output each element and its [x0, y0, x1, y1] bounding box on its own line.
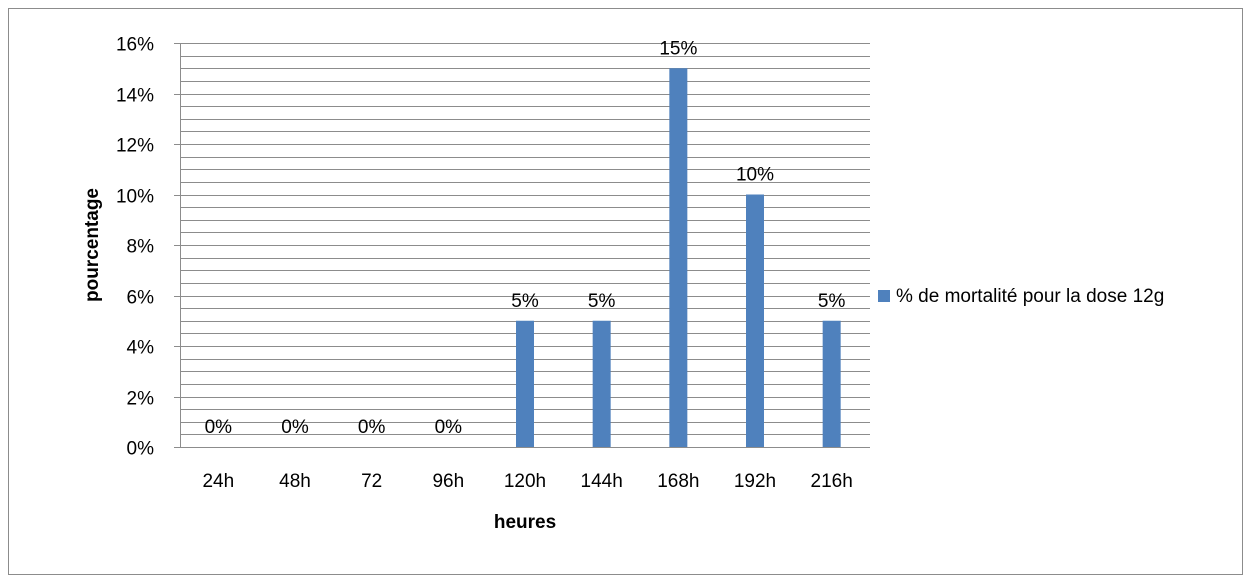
bar	[592, 320, 611, 447]
chart-border	[8, 8, 1243, 575]
data-label: 5%	[818, 291, 846, 312]
x-tick-label: 48h	[279, 471, 311, 492]
bars	[516, 68, 841, 447]
x-tick-label: 72	[361, 471, 382, 492]
x-tick-label: 168h	[657, 471, 699, 492]
data-label: 0%	[281, 417, 309, 438]
x-tick-label: 216h	[811, 471, 853, 492]
y-tick-label: 2%	[127, 389, 155, 410]
y-tick-label: 14%	[116, 86, 154, 107]
bar	[669, 68, 688, 447]
legend: % de mortalité pour la dose 12g	[878, 286, 1164, 307]
bar	[516, 320, 534, 447]
y-tick-label: 8%	[127, 237, 155, 258]
y-tick-label: 6%	[127, 288, 155, 309]
x-tick-labels: 24h 48h 72 96h 120h 144h 168h 192h 216h	[202, 471, 852, 492]
x-tick-label: 144h	[581, 471, 623, 492]
x-tick-label: 192h	[734, 471, 776, 492]
data-label: 0%	[358, 417, 386, 438]
data-label: 10%	[736, 165, 774, 186]
data-label: 0%	[205, 417, 233, 438]
y-tick-label: 10%	[116, 187, 154, 208]
x-axis-title: heures	[494, 512, 556, 533]
axes	[174, 43, 870, 448]
x-tick-label: 96h	[432, 471, 464, 492]
x-tick-label: 120h	[504, 471, 546, 492]
y-tick-label: 4%	[127, 338, 155, 359]
data-label: 5%	[511, 291, 539, 312]
data-labels: 0% 0% 0% 0% 5% 5% 15% 10% 5%	[205, 38, 846, 438]
y-axis-title: pourcentage	[82, 188, 103, 302]
y-tick-label: 12%	[116, 136, 154, 157]
data-label: 15%	[659, 38, 697, 59]
legend-label: % de mortalité pour la dose 12g	[896, 286, 1164, 307]
y-tick-label: 16%	[116, 35, 154, 56]
x-tick-label: 24h	[202, 471, 234, 492]
data-label: 5%	[588, 291, 616, 312]
y-tick-label: 0%	[127, 439, 155, 460]
bar	[746, 194, 764, 447]
data-label: 0%	[435, 417, 463, 438]
y-tick-labels: 0% 2% 4% 6% 8% 10% 12% 14% 16%	[116, 35, 154, 460]
bar	[822, 320, 841, 447]
legend-swatch	[878, 290, 890, 302]
